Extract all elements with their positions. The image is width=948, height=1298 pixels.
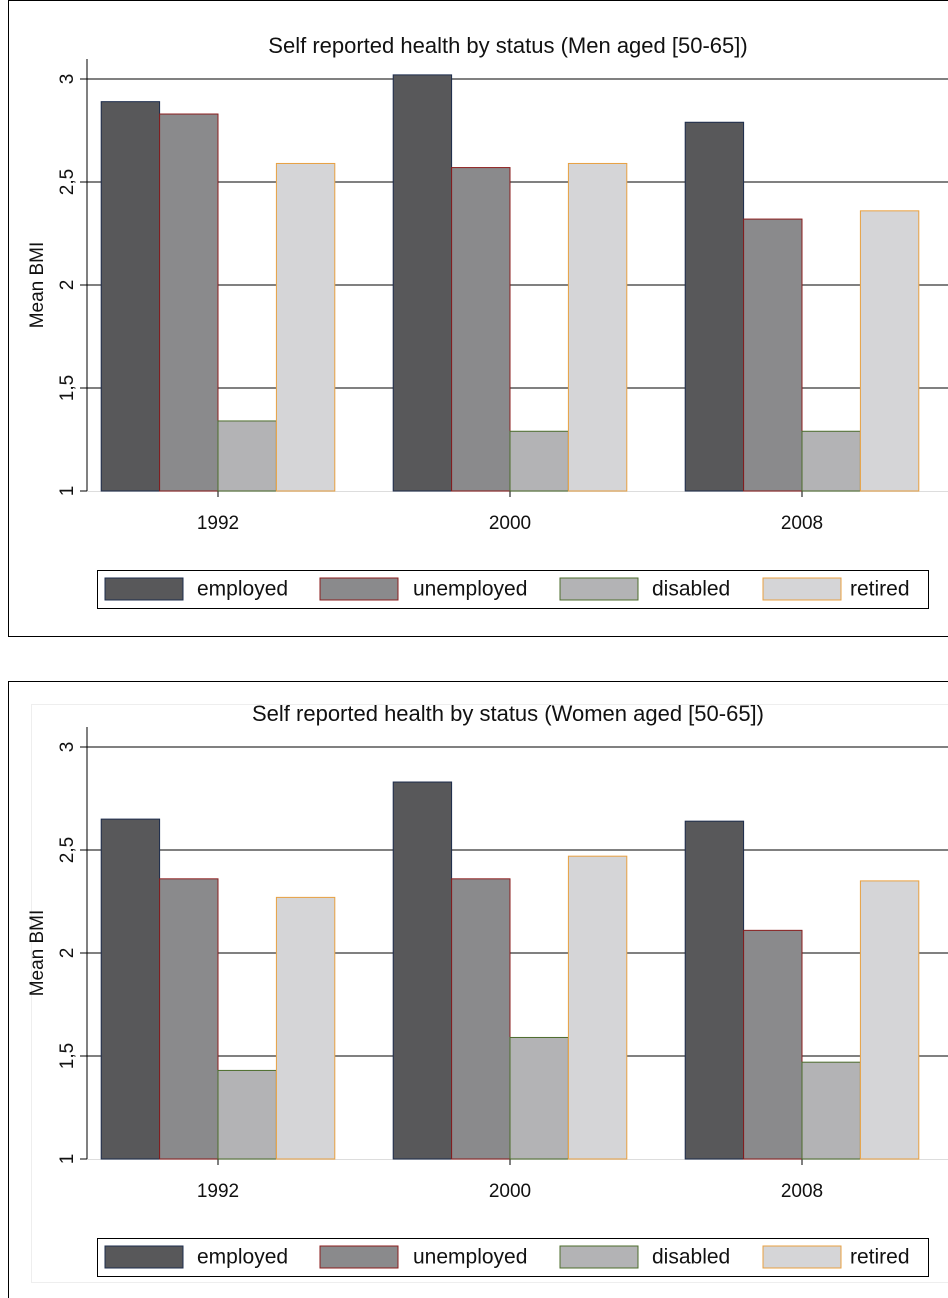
bar <box>684 121 745 492</box>
y-tick-label: 2,5 <box>57 837 78 863</box>
legend-label: unemployed <box>413 1246 527 1269</box>
y-tick-label: 1,5 <box>57 375 78 401</box>
bar <box>275 162 336 492</box>
x-tick-label: 2008 <box>781 513 823 534</box>
bar <box>451 167 511 492</box>
legend-swatch <box>762 1245 842 1269</box>
y-tick-label: 1 <box>57 486 78 497</box>
bar <box>684 820 745 1160</box>
bar <box>801 430 861 492</box>
y-tick-label: 3 <box>57 74 78 85</box>
x-tick-label: 2000 <box>489 513 531 534</box>
y-tick-label: 3 <box>57 742 78 753</box>
x-tick-label: 1992 <box>197 1181 239 1202</box>
y-tick-label: 1 <box>57 1154 78 1165</box>
x-tick-label: 2008 <box>781 1181 823 1202</box>
legend-swatch <box>762 577 842 601</box>
bar <box>217 420 277 492</box>
legend-swatch <box>104 577 184 601</box>
legend-swatch <box>319 577 399 601</box>
y-axis-label: Mean BMI <box>27 910 48 997</box>
bar <box>859 880 920 1160</box>
legend-label: disabled <box>652 578 730 601</box>
bar <box>743 218 803 492</box>
bar <box>100 101 161 492</box>
legend-swatch <box>559 1245 639 1269</box>
y-tick-label: 1,5 <box>57 1043 78 1069</box>
bar <box>451 878 511 1160</box>
panel-frame <box>8 681 948 1298</box>
legend-label: employed <box>197 1246 288 1269</box>
panel-frame <box>8 0 948 637</box>
y-tick-label: 2 <box>57 948 78 959</box>
legend-label: retired <box>850 1246 910 1269</box>
legend-label: disabled <box>652 1246 730 1269</box>
y-tick-label: 2 <box>57 280 78 291</box>
bar <box>859 210 920 492</box>
chart-title: Self reported health by status (Women ag… <box>252 701 764 726</box>
bar <box>509 430 569 492</box>
legend-label: unemployed <box>413 578 527 601</box>
y-tick-label: 2,5 <box>57 169 78 195</box>
bar <box>392 781 453 1160</box>
bar <box>743 929 803 1160</box>
bar <box>217 1069 277 1160</box>
bar <box>567 162 628 492</box>
bar <box>275 896 336 1160</box>
bar <box>567 855 628 1160</box>
legend-swatch <box>559 577 639 601</box>
x-tick-label: 2000 <box>489 1181 531 1202</box>
bar <box>100 818 161 1160</box>
inner-frame <box>31 704 948 1283</box>
x-tick-label: 1992 <box>197 513 239 534</box>
legend-label: retired <box>850 578 910 601</box>
y-axis-label: Mean BMI <box>27 242 48 329</box>
bar <box>159 113 219 492</box>
legend-swatch <box>104 1245 184 1269</box>
bar <box>509 1036 569 1160</box>
legend-swatch <box>319 1245 399 1269</box>
bar <box>801 1061 861 1160</box>
legend-label: employed <box>197 578 288 601</box>
bar <box>159 878 219 1160</box>
bar <box>392 74 453 492</box>
chart-title: Self reported health by status (Men aged… <box>268 33 747 58</box>
